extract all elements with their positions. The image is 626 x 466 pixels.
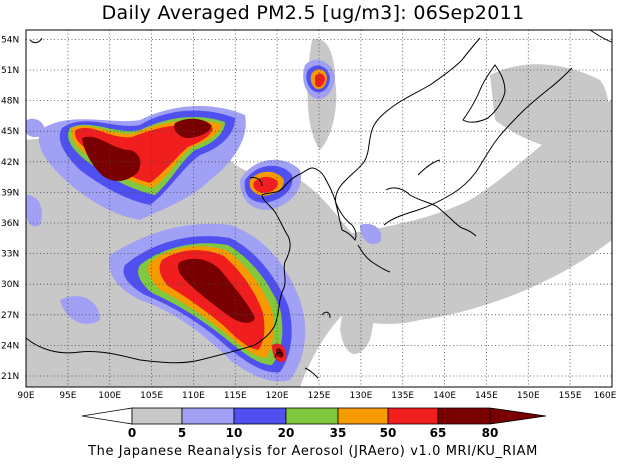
colorbar xyxy=(81,407,547,425)
lat-tick-label: 27N xyxy=(1,311,19,321)
colorbar-label: 50 xyxy=(380,426,397,440)
lon-tick-label: 150E xyxy=(517,391,540,401)
pm25-field xyxy=(26,39,612,387)
colorbar-segment xyxy=(285,407,339,425)
lon-tick-label: 120E xyxy=(266,391,289,401)
colorbar-segment xyxy=(131,407,183,425)
lon-tick-label: 90E xyxy=(17,391,34,401)
lon-tick-label: 125E xyxy=(308,391,331,401)
colorbar-segment xyxy=(387,407,439,425)
lon-tick-label: 95E xyxy=(59,391,76,401)
lat-tick-label: 36N xyxy=(1,219,19,229)
lat-tick-label: 30N xyxy=(1,280,19,290)
colorbar-label: 0 xyxy=(128,426,136,440)
lon-tick-label: 135E xyxy=(391,391,414,401)
lon-tick-label: 160E xyxy=(594,391,617,401)
lon-tick-label: 140E xyxy=(433,391,456,401)
coastline-layer xyxy=(26,30,612,379)
lon-tick-label: 145E xyxy=(475,391,498,401)
colorbar-label: 80 xyxy=(482,426,499,440)
lat-tick-label: 42N xyxy=(1,158,19,168)
colorbar-segment xyxy=(81,407,133,425)
lat-tick-label: 45N xyxy=(1,127,19,137)
colorbar-label: 35 xyxy=(330,426,347,440)
colorbar-label: 20 xyxy=(278,426,295,440)
lon-axis: 90E 95E 100E 105E 110E 115E 120E 125E 13… xyxy=(17,391,616,401)
lon-tick-label: 155E xyxy=(559,391,582,401)
colorbar-segment xyxy=(337,407,389,425)
lat-tick-label: 51N xyxy=(1,66,19,76)
colorbar-labels: 0 5 10 20 35 50 65 80 xyxy=(128,426,499,440)
colorbar-segment xyxy=(181,407,235,425)
lat-axis: 54N 51N 48N 45N 42N 39N 36N 33N 30N 27N … xyxy=(1,35,19,382)
colorbar-label: 10 xyxy=(226,426,243,440)
lon-tick-label: 130E xyxy=(349,391,372,401)
colorbar-label: 5 xyxy=(178,426,186,440)
lat-tick-label: 48N xyxy=(1,97,19,107)
lat-tick-label: 21N xyxy=(1,372,19,382)
map-footer: The Japanese Reanalysis for Aerosol (JRA… xyxy=(88,444,538,459)
lon-tick-label: 100E xyxy=(98,391,121,401)
lon-tick-label: 105E xyxy=(140,391,163,401)
colorbar-segment xyxy=(233,407,287,425)
lat-tick-label: 24N xyxy=(1,341,19,351)
colorbar-segment xyxy=(437,407,547,425)
map-title: Daily Averaged PM2.5 [ug/m3]: 06Sep2011 xyxy=(101,2,525,24)
graticule xyxy=(26,30,612,387)
lon-tick-label: 110E xyxy=(182,391,205,401)
lon-tick-label: 115E xyxy=(224,391,247,401)
lat-tick-label: 33N xyxy=(1,250,19,260)
lat-tick-label: 54N xyxy=(1,35,19,45)
map-frame xyxy=(25,29,613,388)
colorbar-label: 65 xyxy=(430,426,447,440)
lat-tick-label: 39N xyxy=(1,188,19,198)
